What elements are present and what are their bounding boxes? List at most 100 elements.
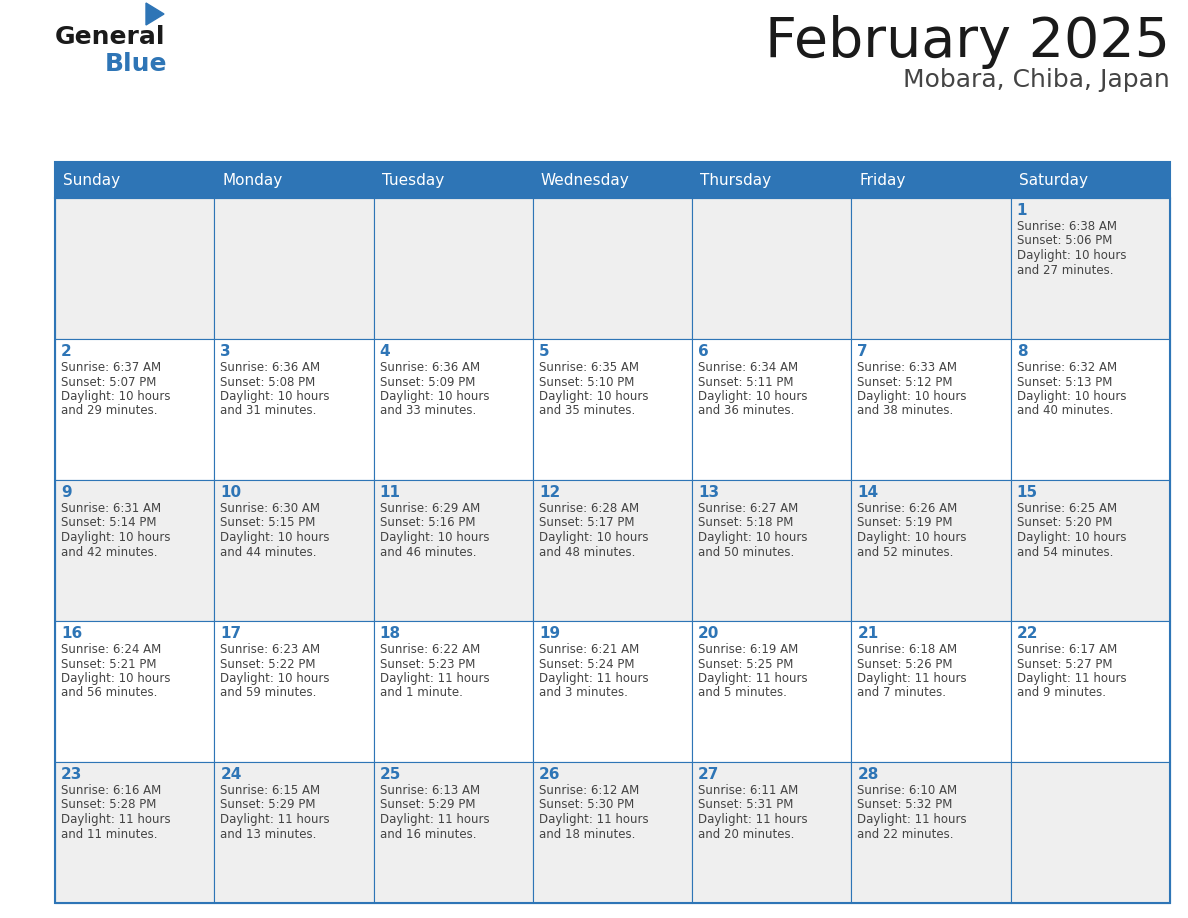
Text: 4: 4 xyxy=(380,344,390,359)
Text: Daylight: 10 hours: Daylight: 10 hours xyxy=(220,672,330,685)
Text: Sunset: 5:06 PM: Sunset: 5:06 PM xyxy=(1017,234,1112,248)
Text: and 7 minutes.: and 7 minutes. xyxy=(858,687,947,700)
Text: Daylight: 10 hours: Daylight: 10 hours xyxy=(61,672,171,685)
Bar xyxy=(214,480,373,621)
Text: 26: 26 xyxy=(539,767,561,782)
Text: Daylight: 10 hours: Daylight: 10 hours xyxy=(220,531,330,544)
Text: Thursday: Thursday xyxy=(700,173,771,187)
Text: Sunset: 5:29 PM: Sunset: 5:29 PM xyxy=(220,799,316,812)
Text: Sunrise: 6:11 AM: Sunrise: 6:11 AM xyxy=(699,784,798,797)
Bar xyxy=(693,762,852,903)
Text: 19: 19 xyxy=(539,626,560,641)
Text: 23: 23 xyxy=(61,767,82,782)
Text: 6: 6 xyxy=(699,344,709,359)
Text: and 33 minutes.: and 33 minutes. xyxy=(380,405,476,418)
Bar xyxy=(1011,198,1170,339)
Text: Sunset: 5:08 PM: Sunset: 5:08 PM xyxy=(220,375,316,388)
Text: Sunset: 5:26 PM: Sunset: 5:26 PM xyxy=(858,657,953,670)
Bar xyxy=(1011,621,1170,762)
Text: February 2025: February 2025 xyxy=(765,15,1170,69)
Bar xyxy=(214,198,373,339)
Text: 13: 13 xyxy=(699,485,719,500)
Text: Sunset: 5:25 PM: Sunset: 5:25 PM xyxy=(699,657,794,670)
Text: Sunrise: 6:25 AM: Sunrise: 6:25 AM xyxy=(1017,502,1117,515)
Text: Sunrise: 6:15 AM: Sunrise: 6:15 AM xyxy=(220,784,321,797)
Text: 17: 17 xyxy=(220,626,241,641)
Text: Daylight: 11 hours: Daylight: 11 hours xyxy=(539,813,649,826)
Bar xyxy=(373,762,533,903)
Bar xyxy=(55,480,214,621)
Text: Sunrise: 6:23 AM: Sunrise: 6:23 AM xyxy=(220,643,321,656)
Text: 27: 27 xyxy=(699,767,720,782)
Text: 5: 5 xyxy=(539,344,550,359)
Text: Sunrise: 6:13 AM: Sunrise: 6:13 AM xyxy=(380,784,480,797)
Text: Sunrise: 6:30 AM: Sunrise: 6:30 AM xyxy=(220,502,321,515)
Bar xyxy=(373,480,533,621)
Bar xyxy=(852,339,1011,480)
Text: Sunrise: 6:36 AM: Sunrise: 6:36 AM xyxy=(220,361,321,374)
Text: Sunday: Sunday xyxy=(63,173,120,187)
Text: 24: 24 xyxy=(220,767,241,782)
Text: Sunset: 5:31 PM: Sunset: 5:31 PM xyxy=(699,799,794,812)
Text: Daylight: 11 hours: Daylight: 11 hours xyxy=(1017,672,1126,685)
Text: Sunset: 5:16 PM: Sunset: 5:16 PM xyxy=(380,517,475,530)
Text: and 59 minutes.: and 59 minutes. xyxy=(220,687,317,700)
Text: 20: 20 xyxy=(699,626,720,641)
Text: Sunrise: 6:31 AM: Sunrise: 6:31 AM xyxy=(61,502,162,515)
Bar xyxy=(693,480,852,621)
Bar xyxy=(693,198,852,339)
Text: and 11 minutes.: and 11 minutes. xyxy=(61,827,158,841)
Text: 18: 18 xyxy=(380,626,400,641)
Text: Daylight: 10 hours: Daylight: 10 hours xyxy=(539,390,649,403)
Text: Sunset: 5:11 PM: Sunset: 5:11 PM xyxy=(699,375,794,388)
Text: Sunrise: 6:29 AM: Sunrise: 6:29 AM xyxy=(380,502,480,515)
Text: Sunrise: 6:28 AM: Sunrise: 6:28 AM xyxy=(539,502,639,515)
Text: Sunrise: 6:21 AM: Sunrise: 6:21 AM xyxy=(539,643,639,656)
Text: Sunset: 5:30 PM: Sunset: 5:30 PM xyxy=(539,799,634,812)
Text: 14: 14 xyxy=(858,485,879,500)
Text: and 1 minute.: and 1 minute. xyxy=(380,687,462,700)
Text: and 27 minutes.: and 27 minutes. xyxy=(1017,263,1113,276)
Bar xyxy=(1011,762,1170,903)
Text: 25: 25 xyxy=(380,767,400,782)
Text: Daylight: 10 hours: Daylight: 10 hours xyxy=(1017,249,1126,262)
Text: Sunset: 5:09 PM: Sunset: 5:09 PM xyxy=(380,375,475,388)
Bar xyxy=(852,198,1011,339)
Text: and 3 minutes.: and 3 minutes. xyxy=(539,687,627,700)
Text: Sunrise: 6:18 AM: Sunrise: 6:18 AM xyxy=(858,643,958,656)
Text: Sunset: 5:32 PM: Sunset: 5:32 PM xyxy=(858,799,953,812)
Bar xyxy=(55,762,214,903)
Text: Sunrise: 6:16 AM: Sunrise: 6:16 AM xyxy=(61,784,162,797)
Polygon shape xyxy=(146,3,164,25)
Text: Daylight: 10 hours: Daylight: 10 hours xyxy=(61,531,171,544)
Text: 16: 16 xyxy=(61,626,82,641)
Text: Sunrise: 6:32 AM: Sunrise: 6:32 AM xyxy=(1017,361,1117,374)
Bar xyxy=(373,198,533,339)
Text: Sunset: 5:24 PM: Sunset: 5:24 PM xyxy=(539,657,634,670)
Text: Sunset: 5:07 PM: Sunset: 5:07 PM xyxy=(61,375,157,388)
Bar xyxy=(852,480,1011,621)
Text: and 5 minutes.: and 5 minutes. xyxy=(699,687,786,700)
Text: General: General xyxy=(55,25,165,49)
Text: Saturday: Saturday xyxy=(1019,173,1088,187)
Text: and 40 minutes.: and 40 minutes. xyxy=(1017,405,1113,418)
Bar xyxy=(55,621,214,762)
Bar xyxy=(55,198,214,339)
Text: Sunrise: 6:35 AM: Sunrise: 6:35 AM xyxy=(539,361,639,374)
Text: Daylight: 10 hours: Daylight: 10 hours xyxy=(699,390,808,403)
Text: 3: 3 xyxy=(220,344,230,359)
Text: and 20 minutes.: and 20 minutes. xyxy=(699,827,795,841)
Text: Daylight: 11 hours: Daylight: 11 hours xyxy=(699,672,808,685)
Bar xyxy=(373,339,533,480)
Text: Sunrise: 6:38 AM: Sunrise: 6:38 AM xyxy=(1017,220,1117,233)
Text: Sunset: 5:23 PM: Sunset: 5:23 PM xyxy=(380,657,475,670)
Text: 12: 12 xyxy=(539,485,560,500)
Text: and 36 minutes.: and 36 minutes. xyxy=(699,405,795,418)
Text: Sunrise: 6:10 AM: Sunrise: 6:10 AM xyxy=(858,784,958,797)
Text: Sunrise: 6:17 AM: Sunrise: 6:17 AM xyxy=(1017,643,1117,656)
Text: Sunset: 5:22 PM: Sunset: 5:22 PM xyxy=(220,657,316,670)
Text: Friday: Friday xyxy=(859,173,905,187)
Text: Daylight: 11 hours: Daylight: 11 hours xyxy=(539,672,649,685)
Text: Sunrise: 6:33 AM: Sunrise: 6:33 AM xyxy=(858,361,958,374)
Text: Sunrise: 6:27 AM: Sunrise: 6:27 AM xyxy=(699,502,798,515)
